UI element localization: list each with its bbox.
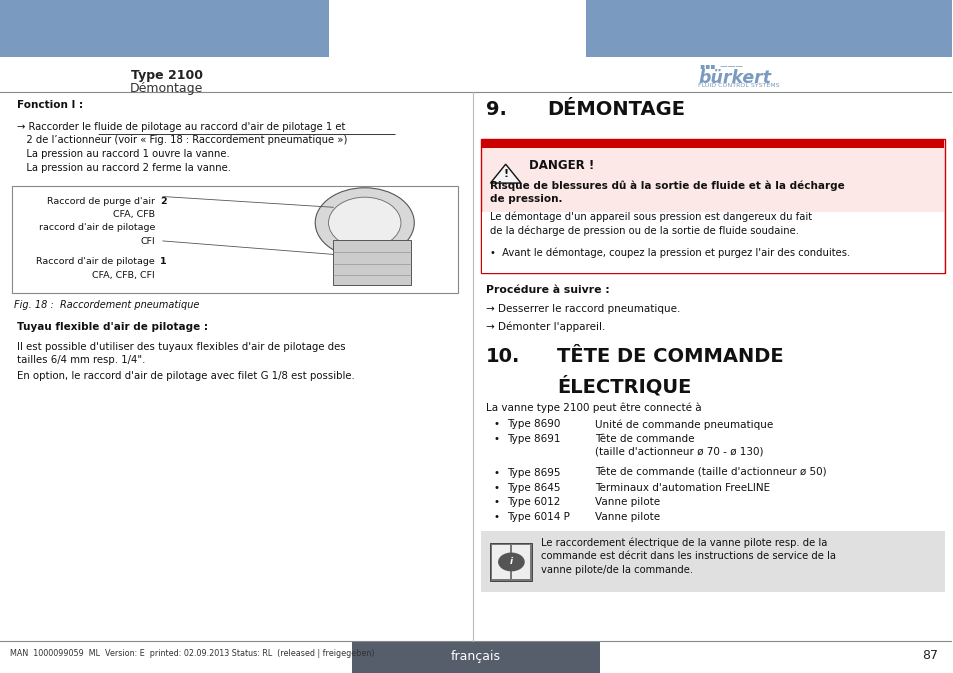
Text: MAN  1000099059  ML  Version: E  printed: 02.09.2013 Status: RL  (released | fre: MAN 1000099059 ML Version: E printed: 02…: [10, 649, 374, 658]
Text: Type 8690: Type 8690: [506, 419, 559, 429]
Text: Il est possible d'utiliser des tuyaux flexibles d'air de pilotage des
tailles 6/: Il est possible d'utiliser des tuyaux fl…: [17, 342, 345, 365]
Bar: [352, 641, 599, 673]
Bar: [481, 139, 943, 148]
Text: Type 8695: Type 8695: [506, 468, 559, 478]
Text: Type 6014 P: Type 6014 P: [506, 512, 569, 522]
Text: Fonction I :: Fonction I :: [17, 100, 83, 110]
Text: DANGER !: DANGER !: [528, 159, 593, 172]
Text: Vanne pilote: Vanne pilote: [595, 512, 659, 522]
Text: Tête de commande
(taille d'actionneur ø 70 - ø 130): Tête de commande (taille d'actionneur ø …: [595, 434, 763, 457]
Text: Unité de commande pneumatique: Unité de commande pneumatique: [595, 419, 773, 430]
Bar: [480, 139, 943, 273]
Text: → Raccorder le fluide de pilotage au raccord d'air de pilotage 1 et
   2 de l’ac: → Raccorder le fluide de pilotage au rac…: [17, 122, 347, 172]
Text: •: •: [493, 497, 498, 507]
Text: •  Avant le démontage, coupez la pression et purgez l'air des conduites.: • Avant le démontage, coupez la pression…: [490, 248, 850, 258]
Text: Type 8691: Type 8691: [506, 434, 559, 444]
Text: bürkert: bürkert: [698, 69, 770, 87]
Text: •: •: [493, 512, 498, 522]
Text: La vanne type 2100 peut être connecté à: La vanne type 2100 peut être connecté à: [485, 402, 700, 413]
Text: Raccord d'air de pilotage: Raccord d'air de pilotage: [36, 257, 155, 266]
Bar: [492, 545, 510, 579]
Text: En option, le raccord d'air de pilotage avec filet G 1/8 est possible.: En option, le raccord d'air de pilotage …: [17, 371, 355, 382]
Text: Démontage: Démontage: [130, 82, 203, 95]
Text: DÉMONTAGE: DÉMONTAGE: [547, 100, 685, 118]
Text: Raccord de purge d'air: Raccord de purge d'air: [48, 197, 155, 205]
Bar: [480, 531, 943, 592]
Text: ▪▪▪  ———: ▪▪▪ ———: [700, 62, 742, 71]
Text: Type 6012: Type 6012: [506, 497, 559, 507]
Text: i: i: [509, 557, 513, 566]
Text: Type 8645: Type 8645: [506, 483, 559, 493]
Circle shape: [314, 188, 414, 258]
Text: •: •: [493, 434, 498, 444]
Text: Fig. 18 :  Raccordement pneumatique: Fig. 18 : Raccordement pneumatique: [14, 300, 199, 310]
Text: FLUID CONTROL SYSTEMS: FLUID CONTROL SYSTEMS: [698, 83, 779, 88]
Text: Tête de commande (taille d'actionneur ø 50): Tête de commande (taille d'actionneur ø …: [595, 468, 826, 478]
Text: CFI: CFI: [140, 237, 155, 246]
Text: → Desserrer le raccord pneumatique.: → Desserrer le raccord pneumatique.: [485, 304, 679, 314]
Text: •: •: [493, 483, 498, 493]
Text: 87: 87: [922, 649, 937, 662]
Text: !: !: [502, 170, 508, 179]
Text: 2: 2: [160, 197, 167, 205]
Text: Le démontage d'un appareil sous pression est dangereux du fait
de la décharge de: Le démontage d'un appareil sous pression…: [490, 211, 812, 236]
Text: Terminaux d'automation FreeLINE: Terminaux d'automation FreeLINE: [595, 483, 769, 493]
Bar: [333, 240, 411, 285]
Text: •: •: [493, 419, 498, 429]
Text: français: français: [451, 650, 500, 664]
Circle shape: [497, 553, 524, 571]
Text: CFA, CFB: CFA, CFB: [113, 210, 155, 219]
Bar: [585, 0, 951, 57]
Polygon shape: [490, 164, 520, 183]
Text: 9.: 9.: [485, 100, 506, 118]
Text: 10.: 10.: [485, 347, 519, 366]
Text: CFA, CFB, CFI: CFA, CFB, CFI: [92, 271, 155, 279]
Circle shape: [328, 197, 400, 248]
Text: raccord d'air de pilotage: raccord d'air de pilotage: [39, 223, 155, 232]
Text: •: •: [493, 468, 498, 478]
Text: Tuyau flexible d'air de pilotage :: Tuyau flexible d'air de pilotage :: [17, 322, 208, 332]
Text: TÊTE DE COMMANDE: TÊTE DE COMMANDE: [557, 347, 783, 366]
Text: Vanne pilote: Vanne pilote: [595, 497, 659, 507]
Text: → Démonter l'appareil.: → Démonter l'appareil.: [485, 322, 604, 332]
Bar: [512, 545, 530, 579]
Bar: [481, 212, 943, 273]
Bar: [490, 543, 532, 581]
Text: Procédure à suivre :: Procédure à suivre :: [485, 285, 609, 295]
Bar: [12, 186, 457, 293]
Text: ÉLECTRIQUE: ÉLECTRIQUE: [557, 376, 691, 396]
Text: Type 2100: Type 2100: [131, 69, 202, 82]
Text: 1: 1: [160, 257, 167, 266]
Text: Le raccordement électrique de la vanne pilote resp. de la
commande est décrit da: Le raccordement électrique de la vanne p…: [540, 538, 835, 575]
Bar: [0, 0, 328, 57]
Text: Risque de blessures dû à la sortie de fluide et à la décharge
de pression.: Risque de blessures dû à la sortie de fl…: [490, 180, 844, 204]
